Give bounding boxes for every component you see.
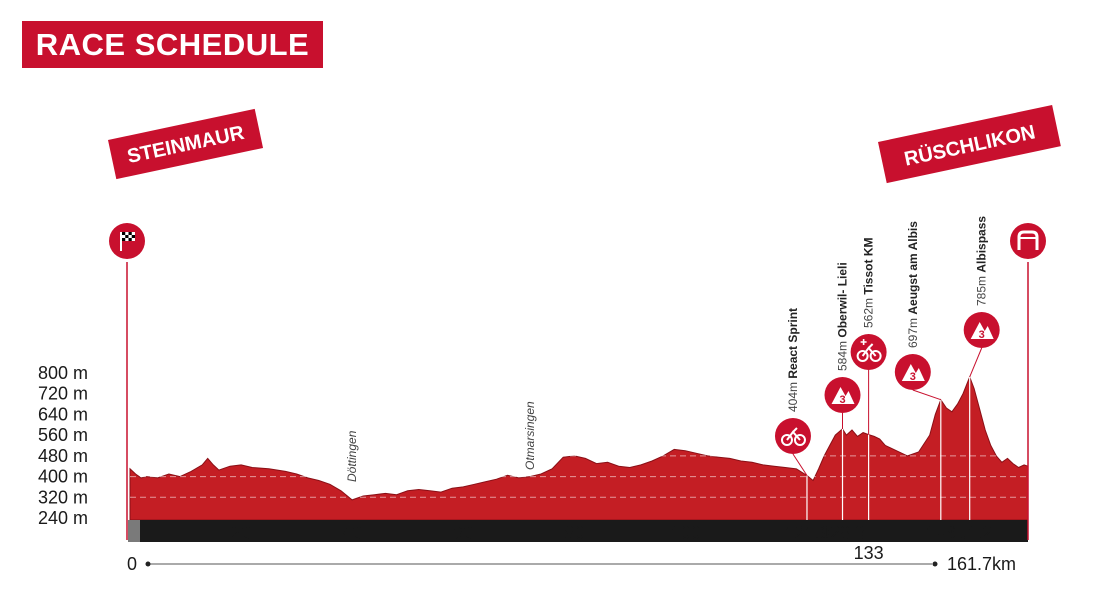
mountain-cat3-icon: 3 <box>963 312 1000 348</box>
distance-bar-start <box>128 520 140 542</box>
x-tick-label: 151.2 <box>947 523 992 543</box>
distance-axis-end-dot <box>932 561 938 567</box>
y-tick-label: 240 m <box>38 508 88 528</box>
distance-bar <box>140 520 1028 542</box>
route-point-label: 404m React Sprint <box>786 308 800 412</box>
icon-connector <box>969 347 983 378</box>
climb-category: 3 <box>910 371 916 383</box>
elevation-area <box>129 375 1029 521</box>
marker-lines <box>806 376 971 520</box>
y-tick-label: 640 m <box>38 404 88 424</box>
start-town-banner: STEINMAUR <box>107 108 264 180</box>
x-tick-label: 133 <box>854 543 884 563</box>
y-tick-label: 800 m <box>38 363 88 383</box>
x-tick-label: 128.3 <box>820 523 865 543</box>
distance-axis-start-dot <box>145 561 151 567</box>
x-tick-label: 20 <box>231 523 251 543</box>
climb-category: 3 <box>839 394 845 406</box>
route-points: 404m React Sprint 3 584m Oberwil- Lieli 562… <box>774 216 1000 476</box>
page-title: RACE SCHEDULE <box>22 21 323 68</box>
checkered-flag-icon <box>109 223 145 259</box>
town-labels: Döttingen Otmarsingen <box>345 401 537 482</box>
y-tick-label: 480 m <box>38 446 88 466</box>
y-tick-label: 400 m <box>38 467 88 487</box>
mountain-cat3-icon: 3 <box>824 377 861 413</box>
mountain-cat3-icon: 3 <box>894 354 931 390</box>
distance-total-label: 161.7km <box>947 554 1016 574</box>
route-point-label: 562m Tissot KM <box>862 238 876 328</box>
x-tick-label: 146 <box>926 523 956 543</box>
route-point-label: 697m Aeugst am Albis <box>906 221 920 348</box>
distance-start-label: 0 <box>127 554 137 574</box>
x-tick-label: 121.9 <box>784 523 829 543</box>
cyclist-bonus-icon <box>850 334 887 370</box>
icon-connector <box>912 389 941 401</box>
x-tick-label: 100 <box>670 523 700 543</box>
y-tick-label: 720 m <box>38 384 88 404</box>
finish-town-banner: RÜSCHLIKON <box>878 104 1061 184</box>
icon-connector <box>792 453 808 476</box>
town-label: Otmarsingen <box>523 401 537 470</box>
town-label: Döttingen <box>345 430 359 482</box>
finish-arch-icon <box>1010 223 1046 259</box>
route-point-label: 584m Oberwil- Lieli <box>836 262 850 371</box>
y-tick-label: 560 m <box>38 425 88 445</box>
route-point-label: 785m Albispass <box>975 216 989 306</box>
cyclist-icon <box>774 418 811 454</box>
y-tick-label: 320 m <box>38 487 88 507</box>
climb-category: 3 <box>979 329 985 341</box>
x-tick-label: 80 <box>564 523 584 543</box>
x-tick-label: 60 <box>453 523 473 543</box>
x-tick-label: 40 <box>342 523 362 543</box>
